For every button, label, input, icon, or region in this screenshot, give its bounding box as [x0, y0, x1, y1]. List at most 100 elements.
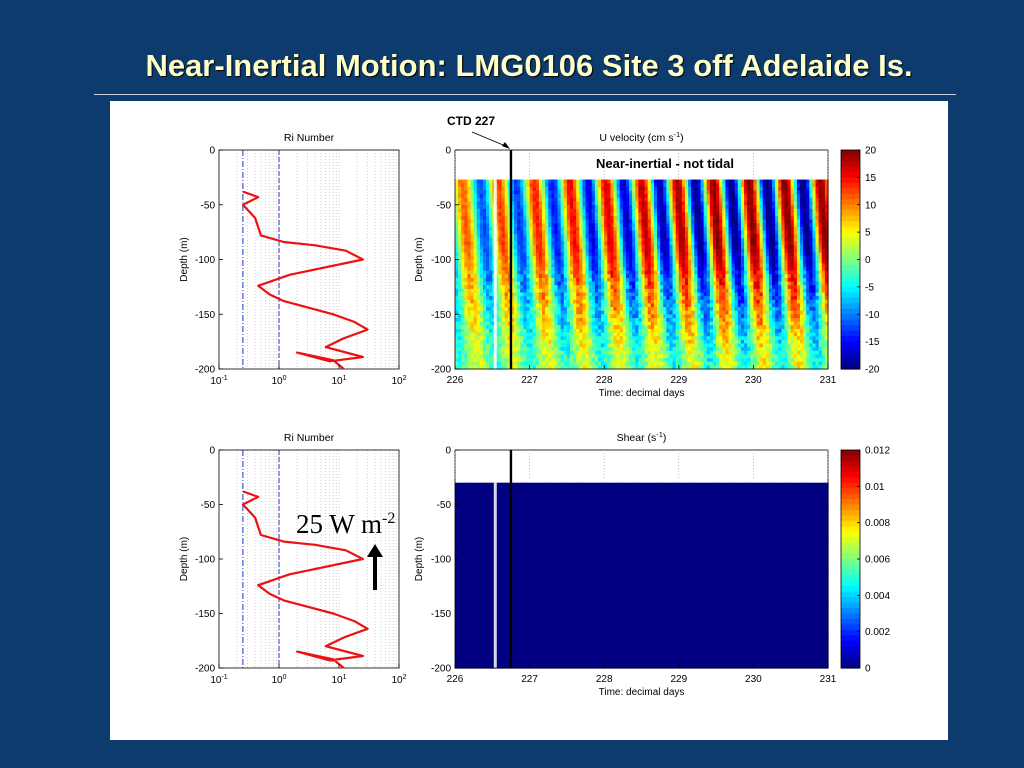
heatmap-cell [554, 292, 559, 297]
heatmap-cell [554, 281, 559, 286]
heatmap-cell [523, 179, 528, 184]
heatmap-cell [588, 201, 593, 206]
ri-y-tick-label: -200 [195, 365, 215, 376]
heatmap-cell [479, 205, 484, 210]
heatmap-cell [510, 270, 515, 275]
heatmap-cell [594, 314, 599, 319]
heatmap-cell [542, 365, 546, 370]
heatmap-cell [638, 328, 643, 334]
heatmap-cell [566, 179, 571, 184]
heatmap-cell [560, 318, 565, 323]
heatmap-cell [489, 332, 493, 337]
heatmap-cell [613, 259, 618, 264]
heatmap-cell [470, 365, 475, 370]
heatmap-cell [551, 303, 556, 308]
heatmap-cell [557, 230, 562, 235]
heatmap-cell [473, 354, 478, 359]
heatmap-cell [529, 307, 534, 312]
heatmap-cell [638, 325, 643, 330]
heatmap-cell [532, 245, 537, 250]
heatmap-cell [455, 281, 459, 286]
heatmap-cell [476, 212, 481, 217]
heatmap-cell [461, 201, 465, 206]
heatmap-cell [644, 219, 649, 224]
heatmap-cell [504, 219, 509, 224]
heatmap-cell [482, 205, 487, 210]
heatmap-cell [619, 314, 624, 319]
heatmap-cell [632, 358, 636, 363]
heatmap-cell [467, 288, 472, 294]
heatmap-cell [601, 241, 605, 246]
heatmap-cell [473, 267, 478, 272]
heatmap-cell [566, 205, 571, 210]
heatmap-cell [526, 237, 531, 243]
heatmap-cell [476, 350, 481, 356]
heatmap-cell [551, 318, 556, 323]
heatmap-cell [629, 197, 633, 203]
heatmap-cell [557, 241, 562, 246]
heatmap-cell [576, 256, 580, 261]
heatmap-cell [501, 358, 506, 363]
heatmap-cell [501, 325, 506, 330]
heatmap-cell [566, 292, 571, 297]
heatmap-cell [625, 336, 630, 341]
heatmap-cell [538, 365, 543, 370]
heatmap-cell [585, 303, 590, 308]
heatmap-cell [545, 252, 549, 257]
heatmap-cell [625, 241, 630, 246]
heatmap-cell [591, 197, 596, 203]
heatmap-cell [582, 241, 587, 246]
heatmap-cell [464, 281, 469, 286]
heatmap-cell [464, 194, 469, 199]
heatmap-cell [529, 358, 534, 363]
heatmap-cell [551, 336, 556, 341]
heatmap-cell [504, 358, 509, 363]
heatmap-cell [557, 186, 562, 192]
heatmap-cell [535, 354, 540, 359]
heatmap-cell [482, 281, 487, 286]
heatmap-cell [535, 208, 540, 213]
heatmap-cell [588, 314, 593, 319]
heatmap-cell [470, 223, 475, 228]
heatmap-cell [641, 256, 646, 261]
heatmap-cell [625, 205, 630, 210]
heatmap-cell [538, 292, 543, 297]
heatmap-cell [641, 183, 646, 188]
heatmap-cell [470, 310, 475, 315]
heatmap-cell [467, 197, 472, 203]
heatmap-cell [613, 336, 618, 341]
heatmap-cell [610, 208, 615, 213]
heatmap-cell [464, 241, 469, 246]
heatmap-cell [641, 245, 646, 250]
heatmap-cell [585, 318, 590, 323]
heatmap-cell [625, 365, 630, 370]
heatmap-cell [486, 274, 490, 279]
heatmap-cell [507, 325, 512, 330]
heatmap-cell [563, 281, 568, 286]
heatmap-cell [570, 245, 574, 250]
heatmap-cell [625, 318, 630, 323]
heatmap-cell [520, 347, 524, 352]
heatmap-cell [613, 303, 618, 308]
heatmap-cell [507, 277, 512, 283]
heatmap-cell [510, 318, 515, 323]
heatmap-cell [585, 208, 590, 213]
heatmap-cell [573, 256, 577, 261]
heatmap-cell [535, 270, 540, 275]
heatmap-cell [613, 307, 618, 312]
heatmap-cell [489, 267, 493, 272]
heatmap-cell [576, 179, 580, 184]
heatmap-cell [570, 274, 574, 279]
heatmap-cell [523, 339, 528, 345]
heatmap-cell [629, 205, 633, 210]
heatmap-cell [458, 208, 462, 213]
heatmap-cell [551, 186, 556, 192]
heatmap-cell [566, 215, 571, 221]
heatmap-cell [529, 201, 534, 206]
heatmap-cell [526, 358, 531, 363]
heatmap-cell [560, 274, 565, 279]
heatmap-cell [504, 241, 509, 246]
heatmap-cell [538, 318, 543, 323]
heatmap-cell [470, 285, 475, 290]
heatmap-cell [461, 307, 465, 312]
